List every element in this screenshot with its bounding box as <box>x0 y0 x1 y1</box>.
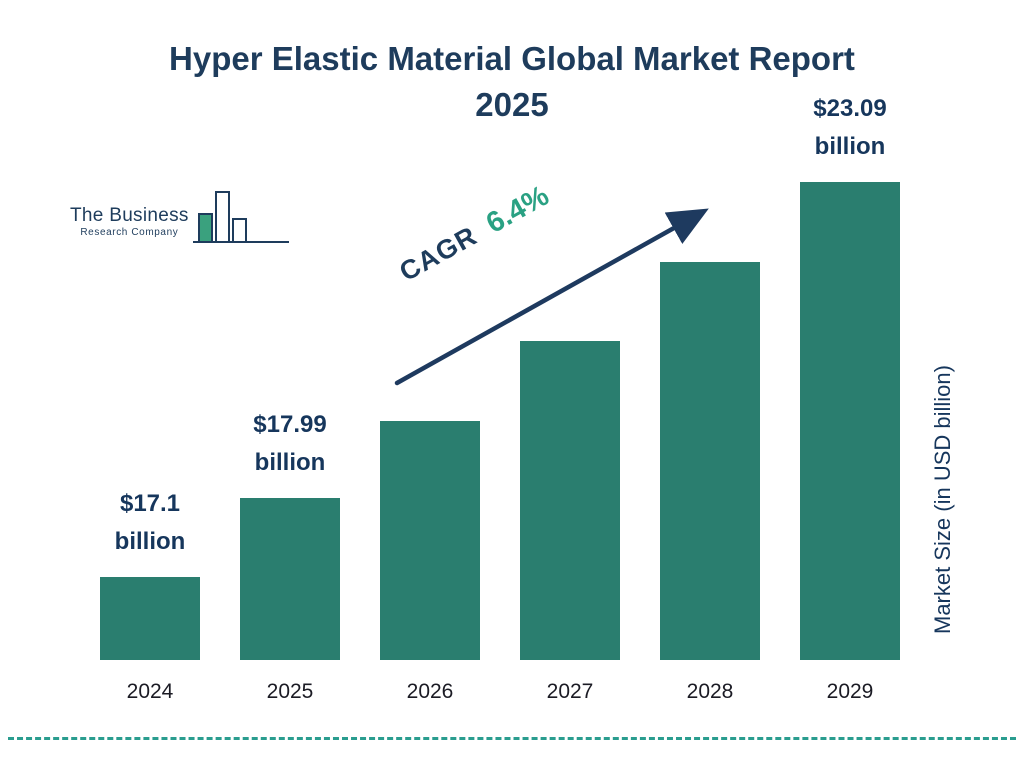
bar-2025 <box>240 498 340 660</box>
bar-group-2025: $17.99 billion 2025 <box>240 406 340 703</box>
bar-2026 <box>380 421 480 660</box>
cagr-trend-arrow <box>394 208 709 386</box>
page-title-line2: 2025 <box>475 85 549 123</box>
page-title-line1: Hyper Elastic Material Global Market Rep… <box>169 40 855 77</box>
bar-2028 <box>660 262 760 660</box>
x-axis-label-2027: 2027 <box>546 680 594 703</box>
bar-group-2026: 2026 <box>380 421 480 703</box>
x-axis-label-2028: 2028 <box>686 680 734 703</box>
logo-bar-chart-icon <box>192 191 289 243</box>
bar-value-label-2025: $17.99 billion <box>253 411 327 477</box>
y-axis-label: Market Size (in USD billion) <box>930 365 955 635</box>
company-logo-text: The Business Research Company <box>70 205 189 250</box>
bar-group-2029: $23.09 billion 2029 <box>800 90 900 703</box>
bar-value-label-2024: $17.1 billion <box>114 490 186 556</box>
logo-name: The Business <box>70 205 189 226</box>
bar-2029 <box>800 182 900 660</box>
logo-subname: Research Company <box>80 227 179 238</box>
bar-value-label-2029: $23.09 billion <box>813 95 887 161</box>
x-axis-label-2026: 2026 <box>406 680 454 703</box>
bar-chart: $17.1 billion 2024 $17.99 billion 2025 2026 202… <box>100 60 900 703</box>
page-title: Hyper Elastic Material Global Market Rep… <box>0 36 1024 127</box>
x-axis-label-2029: 2029 <box>826 680 874 703</box>
bar-2024 <box>100 577 200 660</box>
bar-group-2027: 2027 <box>520 341 620 703</box>
bar-2027 <box>520 341 620 660</box>
x-axis-label-2024: 2024 <box>126 680 174 703</box>
bar-group-2028: 2028 <box>660 262 760 703</box>
bottom-dashed-divider <box>8 737 1016 740</box>
x-axis-label-2025: 2025 <box>266 680 314 703</box>
company-logo: The Business Research Company <box>70 186 291 250</box>
bar-group-2024: $17.1 billion 2024 <box>100 485 200 703</box>
